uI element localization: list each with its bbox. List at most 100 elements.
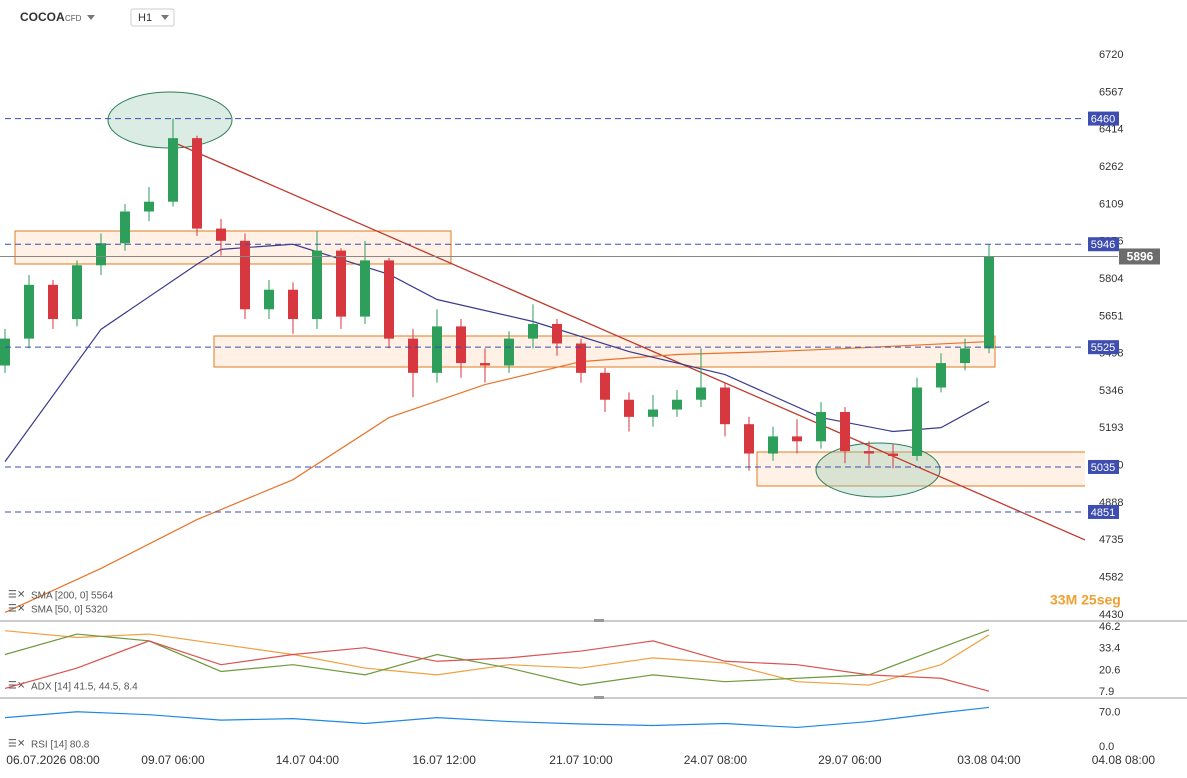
symbol[interactable]: COCOA	[20, 10, 65, 24]
level-tag	[1088, 340, 1119, 355]
y-tick-label: 5804	[1099, 273, 1123, 285]
timeframe[interactable]: H1	[138, 12, 152, 24]
candle-body	[864, 451, 874, 454]
trend-line[interactable]	[174, 142, 1115, 553]
indicator-line	[4, 630, 990, 686]
legend-icon[interactable]: ☰✕	[8, 590, 25, 601]
candle-body	[384, 260, 394, 339]
candle-body	[528, 323, 538, 339]
level-tag	[1088, 504, 1119, 519]
candle-body	[912, 387, 922, 456]
candle-body	[504, 338, 514, 366]
x-tick-label: 29.07 06:00	[818, 753, 882, 767]
y-tick-label: 33.4	[1099, 643, 1120, 655]
timer: 33M 25seg	[1050, 592, 1121, 608]
candle-body	[840, 411, 850, 452]
candle-body	[288, 289, 298, 320]
candle-body	[576, 343, 586, 373]
zone[interactable]	[213, 335, 996, 368]
candle-body	[648, 409, 658, 417]
y-tick-label: 6109	[1099, 198, 1123, 210]
zone[interactable]	[14, 230, 452, 265]
candle-body	[552, 323, 562, 344]
candle-body	[216, 228, 226, 241]
y-tick-label: 4582	[1099, 572, 1123, 584]
y-tick-label: 4735	[1099, 534, 1123, 546]
legend-entry: SMA [200, 0] 5564	[31, 591, 114, 602]
candle-body	[240, 240, 250, 310]
legend-icon[interactable]: ☰✕	[8, 739, 25, 750]
level-tag	[1088, 111, 1119, 126]
x-tick-label: 24.07 08:00	[684, 753, 748, 767]
level-label: 5035	[1091, 462, 1115, 474]
indicator-line	[4, 640, 990, 692]
level-tag	[1088, 459, 1119, 474]
current-price-tag	[1119, 248, 1160, 265]
candle-body	[120, 211, 130, 244]
level-label: 5525	[1091, 342, 1115, 354]
candle-body	[48, 284, 58, 320]
timeframe-box[interactable]	[130, 8, 175, 27]
legend-icon[interactable]: ☰✕	[8, 604, 25, 615]
sma-line	[4, 340, 990, 613]
symbol-type: CFD	[65, 14, 82, 23]
candle-body	[336, 250, 346, 317]
candle-body	[480, 363, 490, 366]
candle-body	[960, 348, 970, 364]
y-tick-label: 5346	[1099, 385, 1123, 397]
y-tick-label: 5651	[1099, 310, 1123, 322]
y-tick-label: 0.0	[1099, 741, 1114, 753]
x-tick-label: 16.07 12:00	[412, 753, 476, 767]
indicator-line	[4, 706, 990, 729]
candle-body	[936, 363, 946, 388]
y-tick-label: 6567	[1099, 86, 1123, 98]
candle-body	[168, 138, 178, 202]
candle-body	[408, 338, 418, 373]
candle-body	[768, 436, 778, 454]
candle-body	[96, 243, 106, 266]
indicator-panel	[4, 629, 990, 692]
ellipse[interactable]	[815, 442, 941, 498]
y-tick-label: 4430	[1099, 609, 1123, 621]
candle-body	[264, 289, 274, 310]
candle-body	[72, 265, 82, 320]
symbol-dropdown[interactable]	[87, 15, 95, 20]
legend-entry: RSI [14] 80.8	[31, 740, 90, 751]
y-tick-label: 6414	[1099, 124, 1123, 136]
candle-body	[720, 387, 730, 425]
level-label: 5946	[1091, 239, 1115, 251]
candle-body	[312, 250, 322, 320]
candle-body	[192, 138, 202, 229]
candle-body	[744, 424, 754, 454]
candle-body	[696, 387, 706, 400]
y-tick-label: 6720	[1099, 49, 1123, 61]
y-tick-label: 70.0	[1099, 707, 1120, 719]
y-tick-label: 5193	[1099, 422, 1123, 434]
indicator-line	[4, 629, 990, 686]
candle-body	[984, 256, 994, 349]
x-tick-label: 09.07 06:00	[141, 753, 205, 767]
level-tag	[1088, 237, 1119, 252]
x-tick-label: 21.07 10:00	[549, 753, 613, 767]
candle-body	[0, 338, 10, 366]
y-tick-label: 46.2	[1099, 621, 1120, 633]
legend-icon[interactable]: ☰✕	[8, 681, 25, 692]
candle-body	[24, 284, 34, 339]
separator-handle[interactable]	[594, 696, 604, 699]
separator-handle[interactable]	[594, 619, 604, 622]
candle-body	[144, 201, 154, 212]
candle-body	[792, 436, 802, 442]
candle-body	[816, 411, 826, 442]
candle-body	[432, 326, 442, 373]
y-tick-label: 7.9	[1099, 686, 1114, 698]
legend-entry: SMA [50, 0] 5320	[31, 605, 108, 616]
x-tick-label: 04.08 08:00	[1092, 753, 1156, 767]
current-price-label: 5896	[1127, 250, 1154, 264]
sma-line	[4, 243, 990, 462]
level-label: 6460	[1091, 113, 1115, 125]
candle-body	[888, 453, 898, 456]
candle-body	[456, 326, 466, 364]
candle-body	[600, 372, 610, 400]
